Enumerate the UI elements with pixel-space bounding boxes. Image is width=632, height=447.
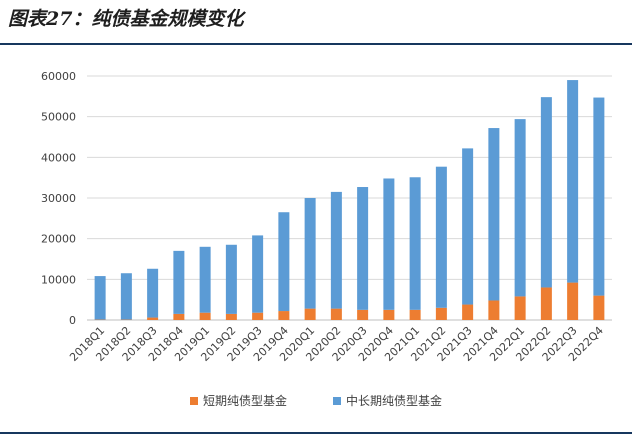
y-tick-label: 60000 [41,70,76,83]
bar-short-term-segment [488,300,500,320]
bar-medium-long-term-segment [593,97,605,296]
legend-swatch [190,397,198,405]
gridlines [87,75,612,321]
bar-short-term-segment [304,308,316,320]
legend-swatch [333,397,341,405]
y-tick-label: 50000 [41,111,76,124]
bar-short-term-segment [383,309,395,320]
y-tick-label: 0 [69,314,76,327]
legend-label: 中长期纯债型基金 [346,393,442,408]
y-axis: 0 10000 20000 30000 40000 50000 60000 [41,70,76,327]
legend: 短期纯债型基金 中长期纯债型基金 [190,393,442,408]
bar-medium-long-term-segment [173,250,185,314]
title-underline [0,43,632,45]
y-tick-label: 20000 [41,233,76,246]
bottom-rule [0,432,632,434]
bar-short-term-segment [147,317,159,320]
bar-medium-long-term-segment [357,187,369,310]
bar-short-term-segment [462,304,474,320]
bar-medium-long-term-segment [514,119,526,297]
figure-title: 图表27：纯债基金规模变化 [8,8,244,30]
bar-medium-long-term-segment [304,198,316,309]
bar-medium-long-term-segment [435,166,447,308]
x-axis: 2018Q12018Q22018Q32018Q42019Q12019Q22019… [67,324,606,364]
bar-short-term-segment [409,309,421,320]
bar-medium-long-term-segment [225,244,237,314]
bar-short-term-segment [357,309,369,320]
bar-medium-long-term-segment [252,235,264,313]
bar-medium-long-term-segment [330,191,342,309]
y-tick-label: 10000 [41,273,76,286]
bar-medium-long-term-segment [199,246,211,313]
y-tick-label: 40000 [41,151,76,164]
bar-medium-long-term-segment [94,276,106,320]
bar-short-term-segment [540,287,552,320]
bars [94,80,605,320]
bar-short-term-segment [252,312,264,320]
bar-short-term-segment [225,313,237,320]
bar-medium-long-term-segment [409,177,421,310]
bar-medium-long-term-segment [567,80,579,283]
bar-medium-long-term-segment [540,97,552,288]
bar-short-term-segment [330,308,342,320]
bar-medium-long-term-segment [488,128,500,301]
bar-medium-long-term-segment [147,268,159,318]
bar-short-term-segment [173,313,185,320]
bar-medium-long-term-segment [462,148,474,305]
bar-short-term-segment [593,295,605,320]
bar-short-term-segment [567,282,579,320]
legend-label: 短期纯债型基金 [203,393,287,408]
bar-short-term-segment [514,296,526,320]
bar-short-term-segment [199,312,211,320]
bar-short-term-segment [278,311,290,320]
y-tick-label: 30000 [41,192,76,205]
bar-short-term-segment [435,307,447,320]
bar-medium-long-term-segment [383,178,395,310]
bar-medium-long-term-segment [120,273,132,320]
bar-medium-long-term-segment [278,212,290,312]
